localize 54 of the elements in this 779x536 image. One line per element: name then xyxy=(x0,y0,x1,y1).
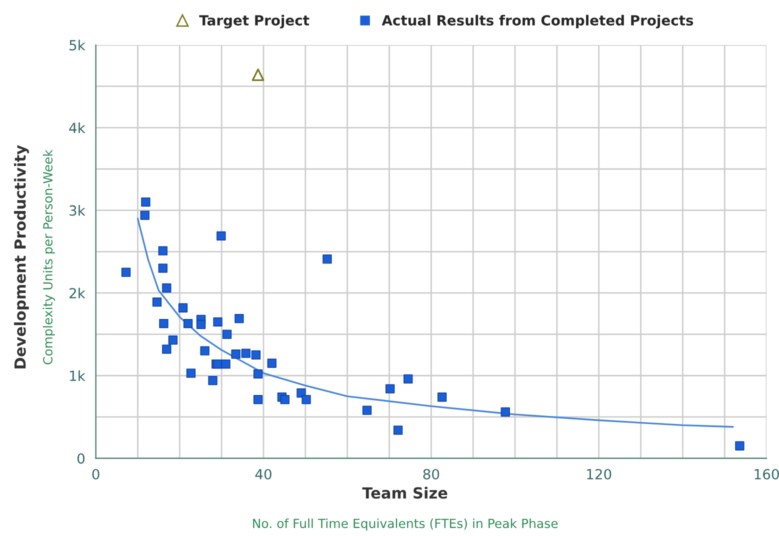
y-tick-label: 3k xyxy=(70,205,86,216)
point xyxy=(241,348,250,358)
point xyxy=(168,336,178,345)
point xyxy=(393,426,403,435)
point xyxy=(386,384,395,394)
point xyxy=(152,297,162,307)
y-tick-label: 1k xyxy=(70,370,86,381)
point xyxy=(234,314,244,324)
point xyxy=(213,317,222,326)
y-tick-label: 0 xyxy=(77,453,84,464)
point xyxy=(158,264,168,273)
point xyxy=(140,210,150,220)
point xyxy=(162,344,172,354)
y-tick-label: 4k xyxy=(69,122,86,133)
legend-label: Target Project xyxy=(199,14,310,28)
point xyxy=(253,395,263,404)
point xyxy=(121,268,131,277)
text: Team Size No. of Full Time Equivalents (FTEs) in Peak Phase xyxy=(253,486,558,531)
point xyxy=(178,303,188,312)
point xyxy=(162,283,172,293)
y-tick-label: 5k xyxy=(70,40,86,50)
point xyxy=(200,346,210,356)
point xyxy=(322,254,332,264)
x-tick-label: 160 xyxy=(754,468,779,480)
x-tick-label: 80 xyxy=(423,468,440,480)
y-tick-label: 2k xyxy=(70,288,86,298)
point xyxy=(280,395,290,404)
point xyxy=(253,369,263,379)
point xyxy=(404,374,413,384)
point xyxy=(252,68,264,81)
point xyxy=(159,318,168,328)
point xyxy=(158,246,168,256)
point xyxy=(222,330,232,339)
legend-label: Actual Results from Completed Projects xyxy=(382,14,694,28)
point xyxy=(196,320,206,329)
y-axis-title: Development Productivity Complexity Units per Person-Week xyxy=(14,145,55,368)
point xyxy=(216,231,226,241)
point xyxy=(500,407,510,417)
point xyxy=(186,368,196,378)
point xyxy=(437,392,447,402)
point xyxy=(302,395,311,404)
x-tick-label: 120 xyxy=(587,468,612,480)
point xyxy=(141,197,150,207)
point xyxy=(735,441,744,450)
point xyxy=(183,318,193,328)
point xyxy=(221,359,230,369)
x-tick-label: 0 xyxy=(92,468,100,480)
point xyxy=(231,350,240,359)
point xyxy=(251,350,261,360)
line-series xyxy=(136,218,734,428)
point xyxy=(362,406,372,415)
x-tick-label: 40 xyxy=(255,468,272,480)
point xyxy=(267,358,276,368)
point xyxy=(208,376,218,386)
